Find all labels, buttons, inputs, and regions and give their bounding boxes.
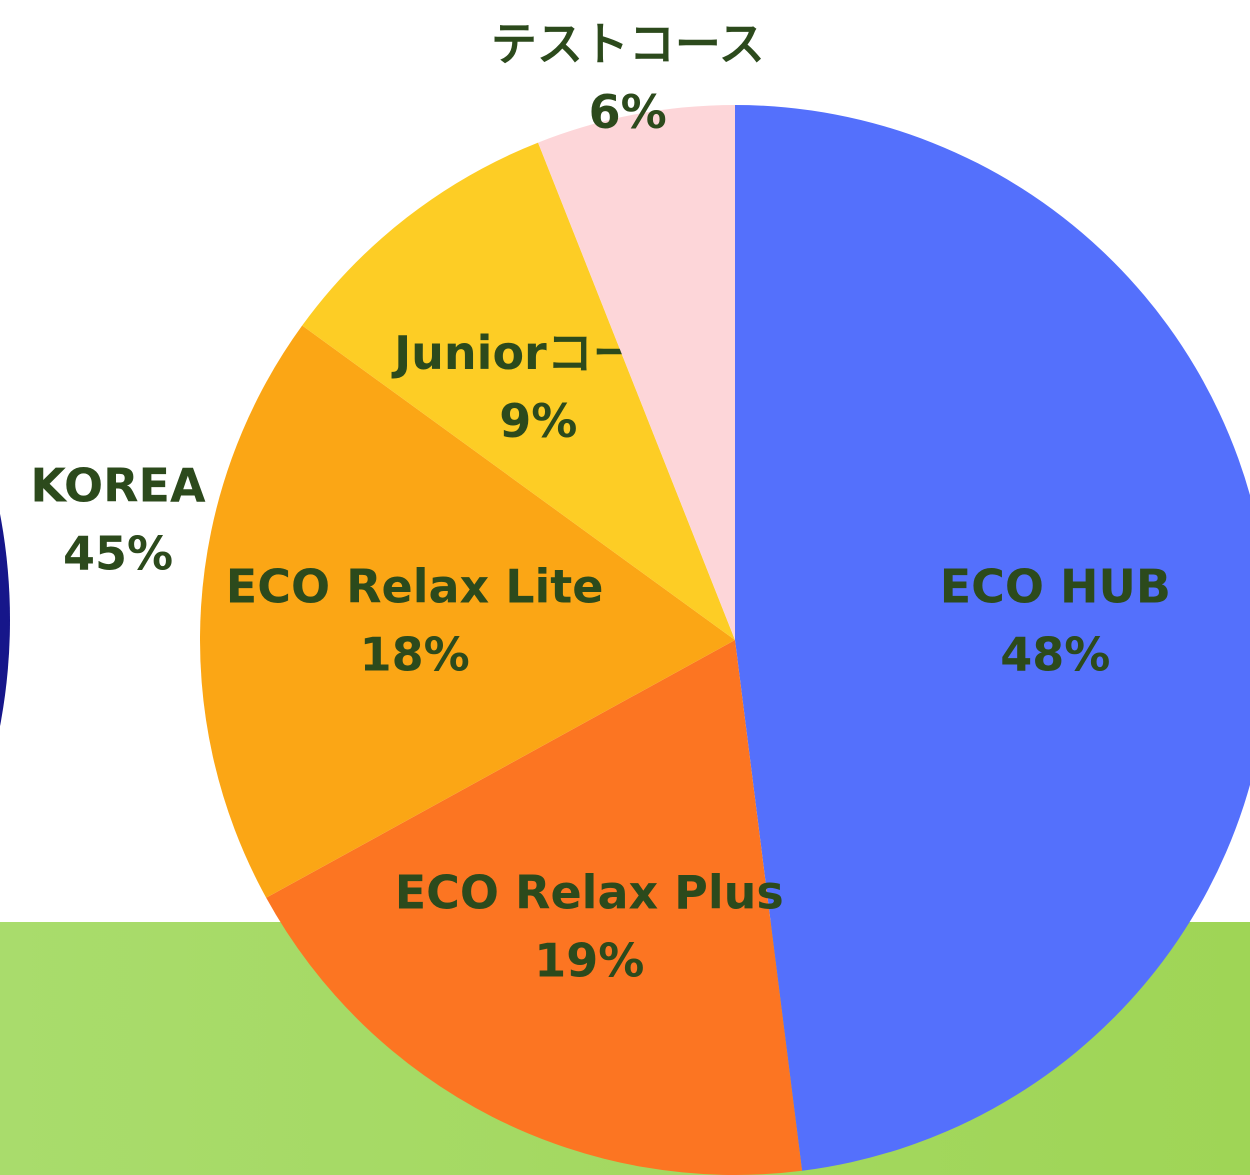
slice-value-label: 9%	[499, 394, 577, 448]
slice-value-label: 19%	[534, 934, 644, 988]
slice-label: ECO HUB	[940, 559, 1171, 613]
pie-slice	[538, 105, 735, 640]
slice-label: ECO Relax Plus	[395, 866, 784, 920]
slice-label: KOREA	[30, 459, 206, 513]
pie-slice	[266, 640, 803, 1175]
slice-value-label: 48%	[1000, 627, 1110, 681]
pie-slice	[302, 142, 735, 640]
slice-label: テストコース	[491, 17, 765, 71]
slice-value-label: 18%	[360, 627, 470, 681]
pie-slice	[735, 105, 1250, 1171]
pie-slice	[0, 514, 10, 726]
slice-label: ECO Relax Lite	[226, 559, 604, 613]
slice-value-label: 45%	[63, 527, 173, 581]
slice-value-label: 6%	[589, 85, 667, 139]
pie-slice	[200, 325, 735, 898]
